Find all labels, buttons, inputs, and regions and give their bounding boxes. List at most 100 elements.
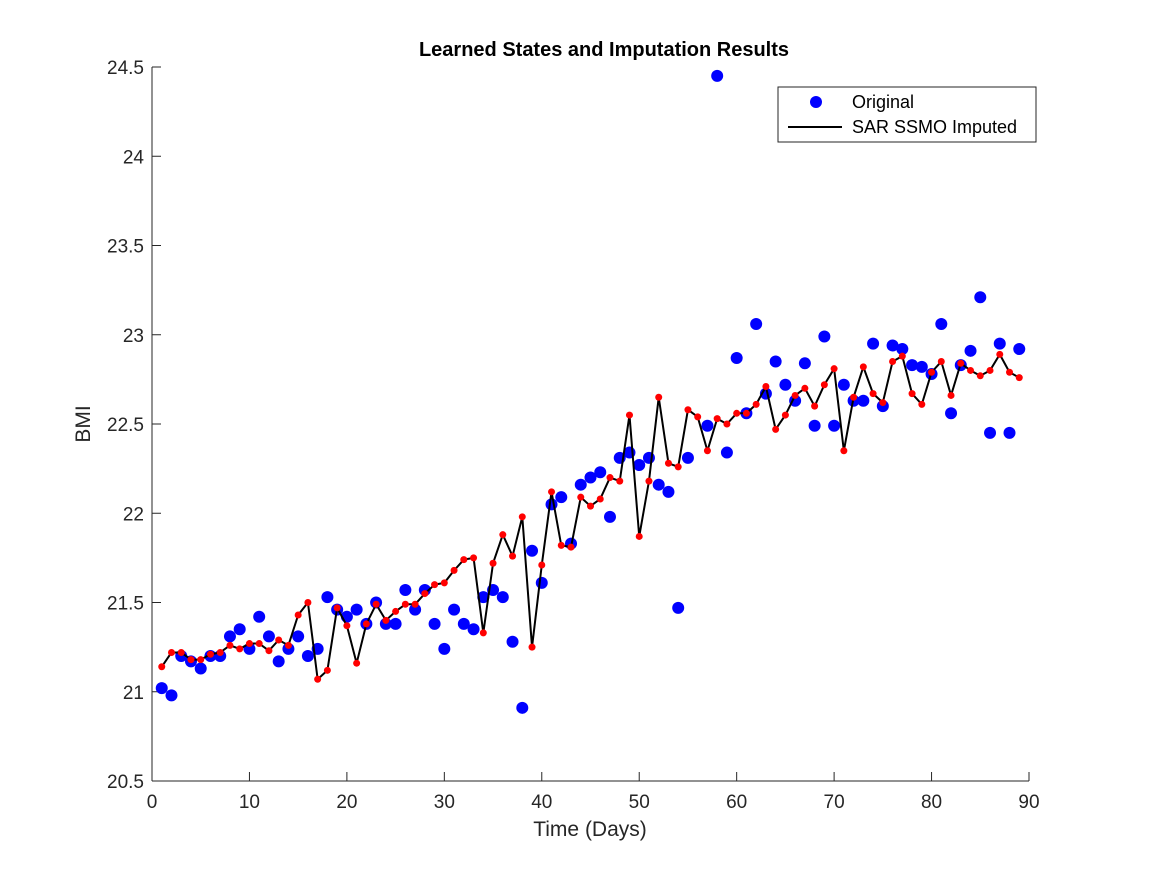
imputed-point (323, 666, 331, 674)
imputed-point (431, 581, 439, 589)
original-point (896, 343, 909, 356)
imputed-point (167, 648, 175, 656)
y-tick-label: 23.5 (107, 237, 144, 258)
imputed-point (450, 566, 458, 574)
imputed-point (226, 641, 234, 649)
imputed-point (421, 590, 429, 598)
imputed-point (664, 459, 672, 467)
imputed-point (362, 620, 370, 628)
legend-box (777, 86, 1037, 143)
imputed-point (294, 611, 302, 619)
x-tick-label: 0 (147, 792, 158, 813)
imputed-point (411, 600, 419, 608)
imputed-point (236, 645, 244, 653)
imputed-point (470, 554, 478, 562)
imputed-point (967, 366, 975, 374)
original-point (535, 576, 548, 589)
original-point (233, 623, 246, 636)
imputed-point (197, 656, 205, 664)
original-point (886, 339, 899, 352)
imputed-point (625, 411, 633, 419)
original-point (818, 330, 831, 343)
imputed-point (694, 413, 702, 421)
original-point (857, 394, 870, 407)
original-point (321, 591, 334, 604)
original-point (779, 378, 792, 391)
imputed-point (401, 600, 409, 608)
original-point (720, 446, 733, 459)
original-point (223, 630, 236, 643)
imputed-point (1006, 368, 1014, 376)
original-point (984, 426, 997, 439)
original-point (165, 689, 178, 702)
x-tick-label: 90 (1018, 792, 1039, 813)
imputed-point (353, 659, 361, 667)
x-tick-label: 30 (434, 792, 455, 813)
original-point (828, 419, 841, 432)
legend-original-marker (810, 96, 822, 108)
original-point (526, 544, 539, 557)
imputed-point (879, 399, 887, 407)
imputed-point (275, 636, 283, 644)
imputed-point (304, 599, 312, 606)
imputed-point (333, 604, 341, 612)
imputed-point (830, 365, 838, 373)
y-tick-label: 21 (123, 683, 144, 704)
imputed-point (772, 425, 780, 433)
imputed-point (928, 368, 936, 376)
legend-imputed-label: SAR SSMO Imputed (852, 117, 1017, 137)
original-point (555, 491, 568, 504)
original-point (594, 466, 607, 479)
imputed-point (245, 640, 253, 648)
imputed-point (206, 650, 214, 658)
imputed-point (567, 543, 575, 551)
imputed-point (509, 552, 517, 560)
imputed-point (752, 400, 760, 408)
imputed-point (869, 390, 877, 398)
y-tick-label: 22 (123, 504, 144, 525)
imputed-point (733, 409, 741, 417)
imputed-point (986, 366, 994, 374)
original-point (662, 485, 675, 498)
original-point (672, 601, 685, 614)
imputed-point (606, 474, 614, 482)
x-tick-label: 40 (531, 792, 552, 813)
imputed-point (635, 532, 643, 540)
original-point (915, 360, 928, 373)
original-point (457, 617, 470, 630)
imputed-point (820, 381, 828, 389)
original-point (292, 630, 305, 643)
imputed-point (343, 622, 351, 630)
original-point (964, 344, 977, 357)
original-point (808, 419, 821, 432)
imputed-point (265, 647, 273, 655)
plot-area (152, 67, 1029, 781)
imputed-point (616, 477, 624, 485)
original-point (769, 355, 782, 368)
y-tick-label: 24 (123, 147, 145, 168)
imputed-point (440, 579, 448, 587)
original-point (516, 701, 529, 714)
original-point (935, 318, 948, 331)
original-point (945, 407, 958, 420)
y-tick-label: 23 (123, 326, 144, 347)
imputed-point (791, 391, 799, 399)
original-point (750, 318, 763, 331)
imputed-point (976, 372, 984, 380)
imputed-point (898, 352, 906, 360)
imputed-point (372, 600, 380, 608)
imputed-point (587, 502, 594, 510)
original-point (974, 291, 987, 304)
imputed-point (528, 643, 536, 651)
original-point (506, 635, 519, 648)
imputed-point (742, 409, 750, 417)
imputed-point (889, 358, 897, 366)
original-point (837, 378, 850, 391)
original-point (477, 591, 490, 604)
imputed-point (645, 477, 653, 485)
imputed-point (918, 400, 926, 408)
imputed-point (479, 629, 487, 637)
original-point (262, 630, 275, 643)
imputed-point (781, 411, 789, 419)
